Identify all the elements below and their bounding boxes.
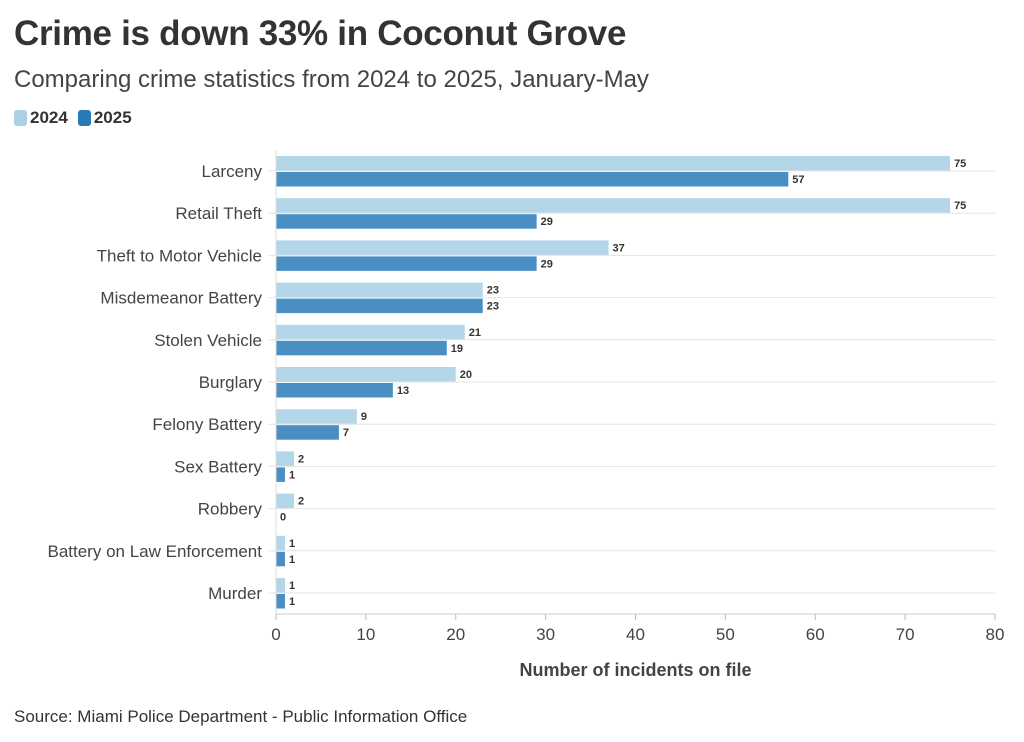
- chart-title: Crime is down 33% in Coconut Grove: [14, 14, 627, 53]
- bar-2025: [276, 551, 285, 567]
- bar-2025: [276, 383, 393, 398]
- category-label: Larceny: [202, 162, 263, 181]
- bar-2025: [276, 298, 483, 314]
- x-tick-label: 70: [896, 625, 915, 644]
- bar-2024: [276, 198, 951, 213]
- source-note: Source: Miami Police Department - Public…: [14, 707, 468, 726]
- data-label: 7: [343, 427, 349, 439]
- category-label: Felony Battery: [152, 415, 262, 434]
- x-tick-label: 80: [986, 625, 1005, 644]
- legend-item-2025: 2025: [77, 108, 132, 128]
- bar-2024: [276, 367, 456, 382]
- category-label: Battery on Law Enforcement: [47, 542, 262, 561]
- data-label: 21: [469, 327, 481, 339]
- data-label: 29: [541, 258, 553, 270]
- category-label: Theft to Motor Vehicle: [97, 246, 262, 265]
- data-label: 1: [289, 554, 295, 566]
- data-label: 29: [541, 216, 553, 228]
- category-label: Retail Theft: [175, 204, 262, 223]
- bar-2025: [276, 340, 447, 356]
- data-label: 37: [613, 242, 625, 254]
- bar-2024: [276, 156, 951, 171]
- category-label: Murder: [208, 584, 262, 603]
- data-label: 75: [954, 200, 966, 212]
- data-label: 1: [289, 538, 295, 550]
- data-label: 57: [792, 174, 804, 186]
- category-label: Misdemeanor Battery: [100, 289, 262, 308]
- bar-2024: [276, 578, 285, 593]
- bar-2025: [276, 425, 339, 440]
- chart-subtitle: Comparing crime statistics from 2024 to …: [14, 66, 649, 93]
- legend-item-2024: 2024: [14, 108, 68, 128]
- category-label: Burglary: [199, 373, 263, 392]
- data-label: 75: [954, 158, 966, 170]
- legend-label: 2025: [93, 108, 132, 127]
- legend-label: 2024: [30, 108, 68, 127]
- x-tick-label: 50: [716, 625, 735, 644]
- data-label: 23: [487, 285, 499, 297]
- category-label: Robbery: [198, 500, 263, 519]
- legend-swatch: [77, 110, 91, 126]
- data-label: 9: [361, 411, 367, 423]
- data-label: 2: [298, 496, 304, 508]
- x-tick-label: 60: [806, 625, 825, 644]
- legend: 2024 2025: [14, 108, 132, 128]
- bar-2025: [276, 467, 285, 482]
- x-tick-label: 30: [536, 625, 555, 644]
- data-label: 1: [289, 469, 295, 481]
- bar-2024: [276, 282, 483, 298]
- bar-2025: [276, 214, 537, 229]
- data-label: 1: [289, 596, 295, 608]
- category-label: Stolen Vehicle: [154, 331, 262, 350]
- legend-swatch: [14, 110, 27, 126]
- bar-2024: [276, 451, 294, 466]
- data-label: 1: [289, 580, 295, 592]
- data-label: 20: [460, 369, 472, 381]
- data-label: 23: [487, 301, 499, 313]
- data-label: 2: [298, 453, 304, 465]
- x-axis-title: Number of incidents on file: [519, 660, 751, 680]
- bar-2025: [276, 256, 537, 271]
- data-label: 0: [280, 512, 286, 524]
- bar-2024: [276, 493, 294, 509]
- bar-2024: [276, 324, 465, 340]
- x-tick-label: 20: [446, 625, 465, 644]
- data-label: 19: [451, 343, 463, 355]
- x-tick-label: 0: [271, 625, 280, 644]
- bar-2024: [276, 240, 609, 255]
- bar-2024: [276, 409, 357, 424]
- bar-2024: [276, 535, 285, 551]
- bar-2025: [276, 172, 789, 187]
- category-label: Sex Battery: [174, 457, 262, 476]
- bar-2025: [276, 594, 285, 609]
- data-label: 13: [397, 385, 409, 397]
- x-tick-label: 10: [356, 625, 375, 644]
- x-tick-label: 40: [626, 625, 645, 644]
